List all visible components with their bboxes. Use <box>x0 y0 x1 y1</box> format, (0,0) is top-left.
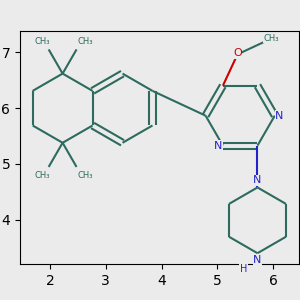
Text: CH₃: CH₃ <box>77 171 93 180</box>
Text: N: N <box>275 111 284 121</box>
Text: N: N <box>214 141 223 151</box>
Text: CH₃: CH₃ <box>34 37 50 46</box>
Text: H: H <box>240 264 247 274</box>
Text: N: N <box>253 175 262 185</box>
Text: O: O <box>233 48 242 58</box>
Text: N: N <box>253 255 262 266</box>
Text: CH₃: CH₃ <box>263 34 279 43</box>
Text: CH₃: CH₃ <box>77 37 93 46</box>
Text: CH₃: CH₃ <box>34 171 50 180</box>
